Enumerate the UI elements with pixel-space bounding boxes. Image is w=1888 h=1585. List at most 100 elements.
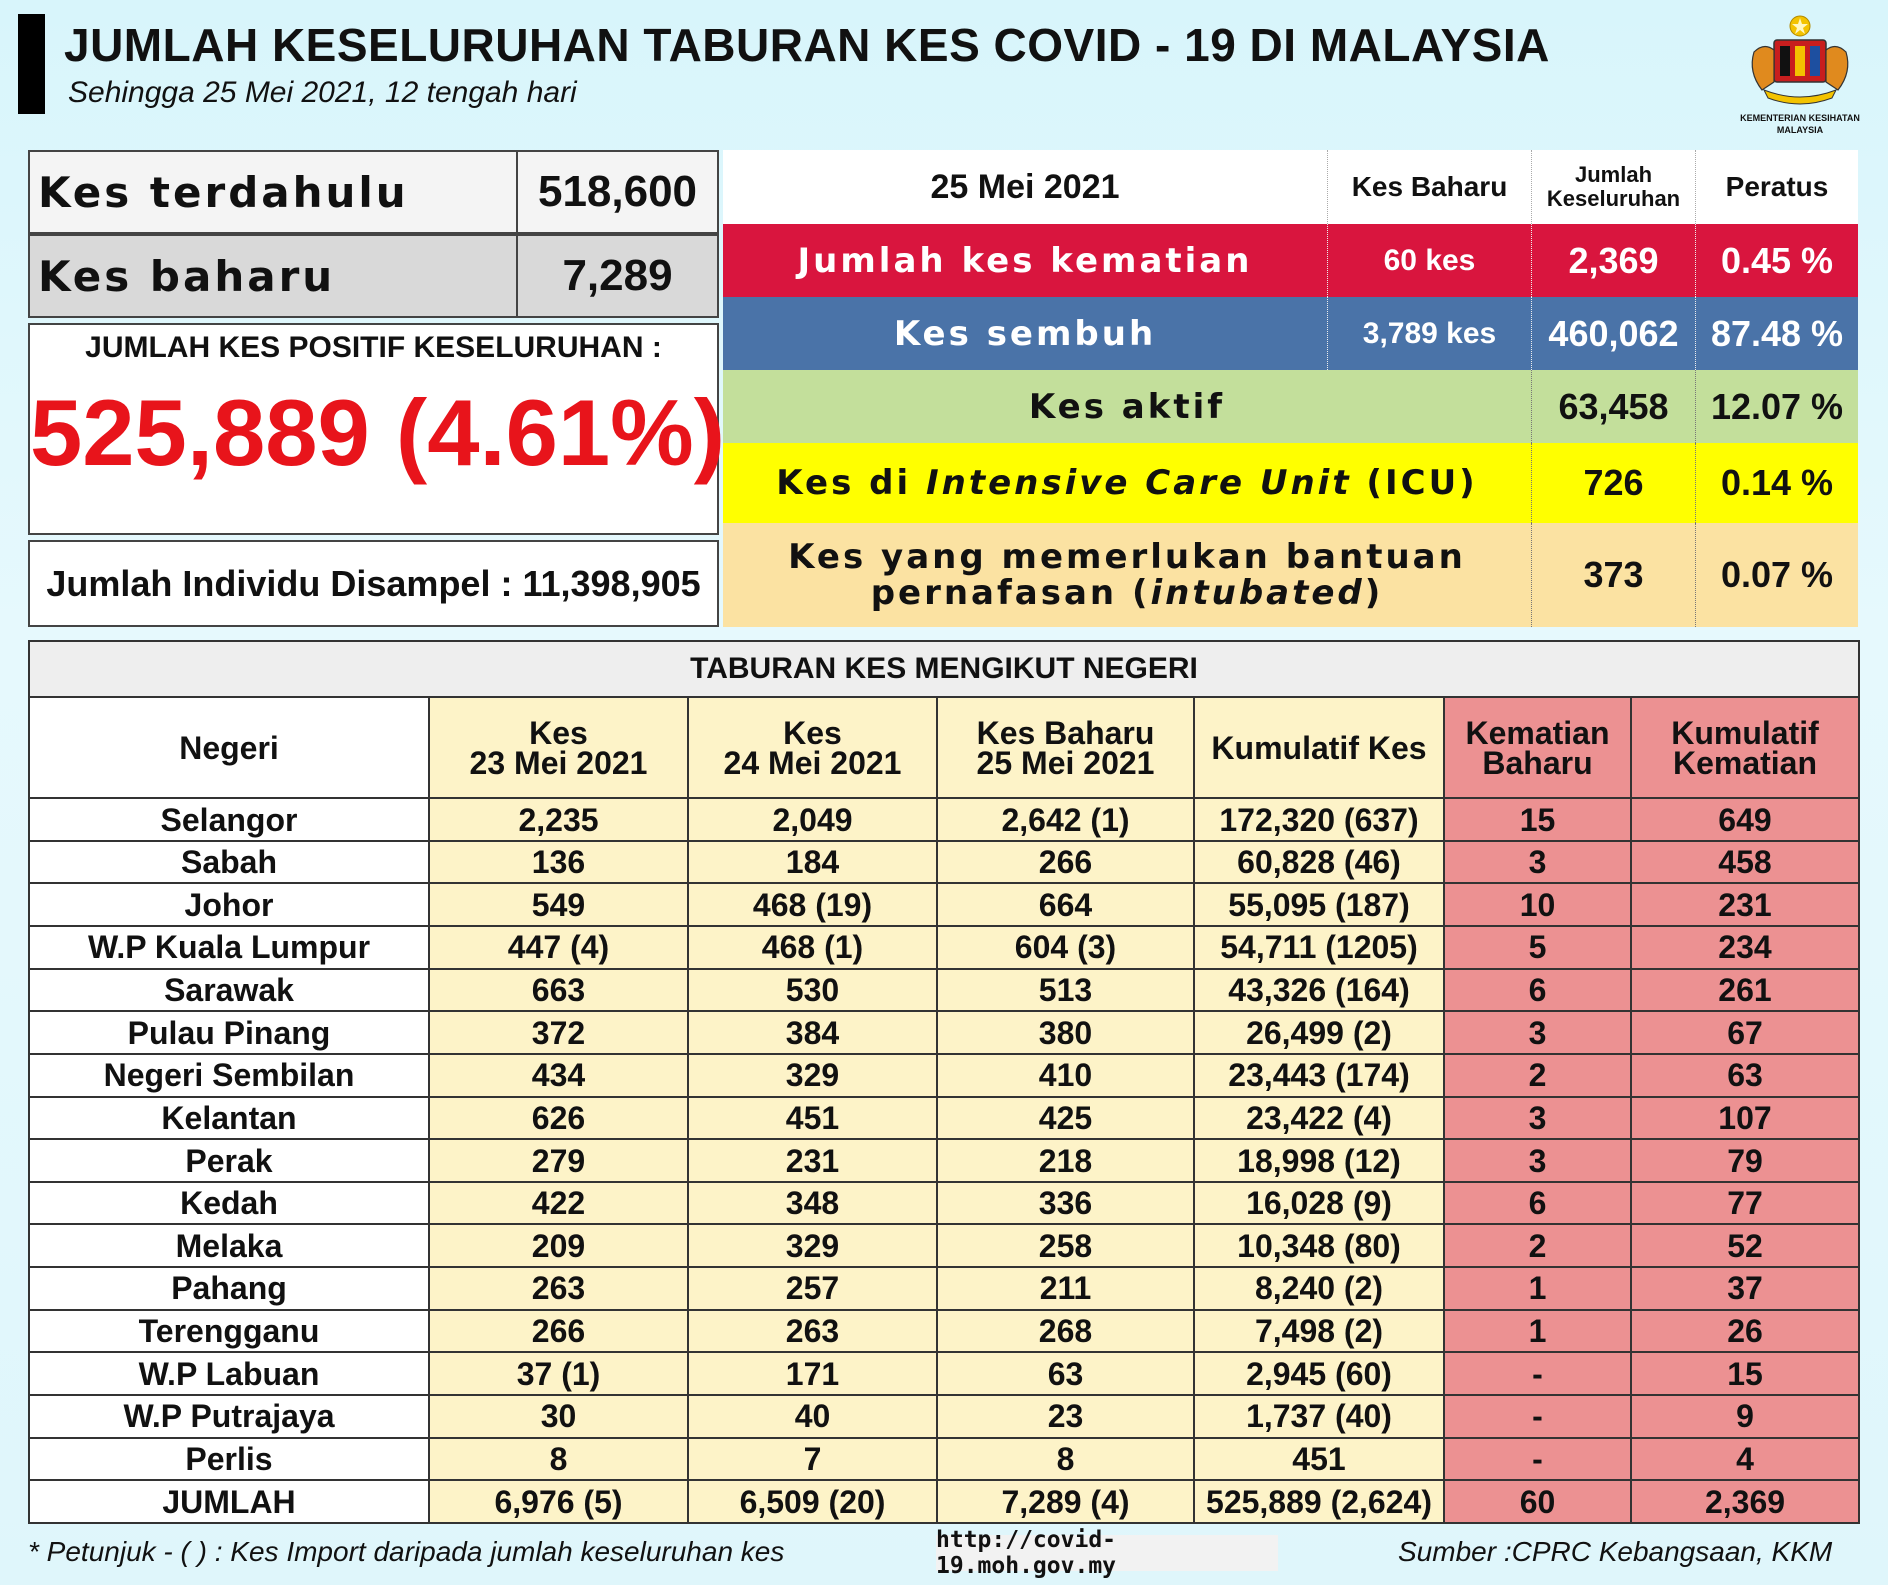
cell-cases-23: 8 [428,1436,689,1482]
icu-label: Kes di Intensive Care Unit (ICU) [723,443,1532,523]
cell-cumulative-deaths: 67 [1630,1010,1860,1055]
cell-cases-25: 218 [936,1138,1195,1183]
cell-cases-23: 447 (4) [428,925,689,970]
cell-new-deaths: 3 [1443,839,1632,885]
header-state: Negeri [28,695,430,800]
cell-cumulative-deaths: 52 [1630,1223,1860,1269]
cell-cases-23: 30 [428,1393,689,1439]
cell-cases-24: 329 [687,1052,938,1098]
table-row: JUMLAH 6,976 (5) 6,509 (20) 7,289 (4) 525,88… [28,1479,1860,1524]
new-cases-box: Kes baharu 7,289 [28,234,719,318]
header-cases-23-line2: 23 Mei 2021 [469,744,648,781]
cell-cases-23: 422 [428,1180,689,1226]
header-cases-24-line1: Kes [783,714,842,751]
intubated-percent: 0.07 % [1720,554,1834,595]
cell-cases-25: 410 [936,1052,1195,1098]
state-rows: Selangor 2,235 2,049 2,642 (1) 172,320 (637)… [28,797,1860,1524]
header-cases-25: Kes Baharu 25 Mei 2021 [936,695,1195,800]
active-total: 63,458 [1531,370,1696,443]
cell-new-deaths: 6 [1443,1180,1632,1226]
icu-total: 726 [1531,443,1696,523]
table-row: Negeri Sembilan 434 329 410 23,443 (174) 2 63 [28,1052,1860,1098]
cell-cumulative: 54,711 (1205) [1193,925,1445,970]
cell-new-deaths: 1 [1443,1308,1632,1354]
cell-cases-25: 604 (3) [936,925,1195,970]
recovered-percent: 87.48 % [1710,312,1844,354]
footer-source: Sumber :CPRC Kebangsaan, KKM [1398,1536,1833,1567]
status-row-recovered: Kes sembuh 3,789 kes 460,062 87.48 % [723,297,1858,370]
logo-caption-line1: KEMENTERIAN KESIHATAN [1740,113,1860,123]
ministry-logo: KEMENTERIAN KESIHATAN MALAYSIA [1720,12,1880,137]
cell-cumulative-deaths: 79 [1630,1138,1860,1183]
logo-caption-line2: MALAYSIA [1776,125,1824,135]
cell-cases-24: 384 [687,1010,938,1055]
header-cases-25-line1: Kes Baharu [976,714,1155,751]
deaths-total: 2,369 [1531,224,1696,297]
cell-new-deaths: 3 [1443,1138,1632,1183]
intubated-label-post: ) [1364,573,1384,613]
previous-cases-box: Kes terdahulu 518,600 [28,150,719,234]
coat-of-arms-icon [1751,15,1849,105]
cell-new-deaths: 1 [1443,1266,1632,1311]
previous-cases-value: 518,600 [537,167,698,216]
deaths-label: Jumlah kes kematian [723,224,1328,297]
cell-cumulative-deaths: 649 [1630,797,1860,842]
cell-state: Perlis [28,1436,430,1482]
cell-cases-23: 263 [428,1266,689,1311]
table-row: W.P Kuala Lumpur 447 (4) 468 (1) 604 (3) 54,… [28,925,1860,970]
icu-percent: 0.14 % [1720,462,1834,503]
cell-cases-24: 468 (1) [687,925,938,970]
cell-cumulative: 451 [1193,1436,1445,1482]
header-cumulative: Kumulatif Kes [1193,695,1445,800]
new-cases-value: 7,289 [562,251,673,300]
cell-new-deaths: 2 [1443,1223,1632,1269]
table-row: W.P Labuan 37 (1) 171 63 2,945 (60) -15 [28,1351,1860,1396]
cell-cumulative-deaths: 261 [1630,967,1860,1013]
cell-cumulative-deaths: 458 [1630,839,1860,885]
cell-cases-24: 263 [687,1308,938,1354]
intubated-label-line2: pernafasan (intubated) [723,575,1531,611]
cell-new-deaths: 6 [1443,967,1632,1013]
cell-cumulative-deaths: 231 [1630,882,1860,928]
state-distribution-table: TABURAN KES MENGIKUT NEGERI Negeri Kes 23… [28,640,1860,1524]
cell-cumulative: 10,348 (80) [1193,1223,1445,1269]
intubated-label: Kes yang memerlukan bantuan pernafasan (… [723,523,1532,627]
status-row-deaths: Jumlah kes kematian 60 kes 2,369 0.45 % [723,224,1858,297]
page-subtitle: Sehingga 25 Mei 2021, 12 tengah hari [68,76,577,109]
cell-state: Sabah [28,839,430,885]
cell-cumulative: 525,889 (2,624) [1193,1479,1445,1524]
header-cases-23-line1: Kes [529,714,588,751]
cell-state: W.P Putrajaya [28,1393,430,1439]
cell-cases-24: 40 [687,1393,938,1439]
cell-cases-25: 63 [936,1351,1195,1396]
cell-state: Johor [28,882,430,928]
cell-cases-24: 2,049 [687,797,938,842]
cell-cases-24: 231 [687,1138,938,1183]
cell-cases-24: 184 [687,839,938,885]
cell-new-deaths: - [1443,1351,1632,1396]
status-header-date: 25 Mei 2021 [723,150,1328,224]
cell-cases-23: 663 [428,967,689,1013]
cell-cumulative: 1,737 (40) [1193,1393,1445,1439]
cell-cumulative-deaths: 77 [1630,1180,1860,1226]
status-header-total-line2: Keseluruhan [1546,186,1681,211]
header-cases-24-line2: 24 Mei 2021 [723,744,902,781]
cell-cumulative-deaths: 107 [1630,1095,1860,1141]
deaths-percent: 0.45 % [1720,239,1834,281]
recovered-label: Kes sembuh [723,297,1328,370]
cell-state: W.P Kuala Lumpur [28,925,430,970]
cell-cases-23: 372 [428,1010,689,1055]
table-row: Terengganu 266 263 268 7,498 (2) 1 26 [28,1308,1860,1354]
intubated-total: 373 [1531,523,1696,627]
cell-cases-24: 348 [687,1180,938,1226]
table-header-row: Negeri Kes 23 Mei 2021 Kes 24 Mei 2021 Kes… [28,695,1860,800]
cell-state: Negeri Sembilan [28,1052,430,1098]
cell-cases-23: 6,976 (5) [428,1479,689,1524]
cell-new-deaths: 10 [1443,882,1632,928]
footer-url-link[interactable]: http://covid-19.moh.gov.my [936,1527,1278,1579]
cell-new-deaths: 15 [1443,797,1632,842]
cell-cases-25: 266 [936,839,1195,885]
cell-cumulative: 7,498 (2) [1193,1308,1445,1354]
intubated-label-pre: pernafasan ( [870,573,1151,613]
cell-cumulative-deaths: 2,369 [1630,1479,1860,1524]
